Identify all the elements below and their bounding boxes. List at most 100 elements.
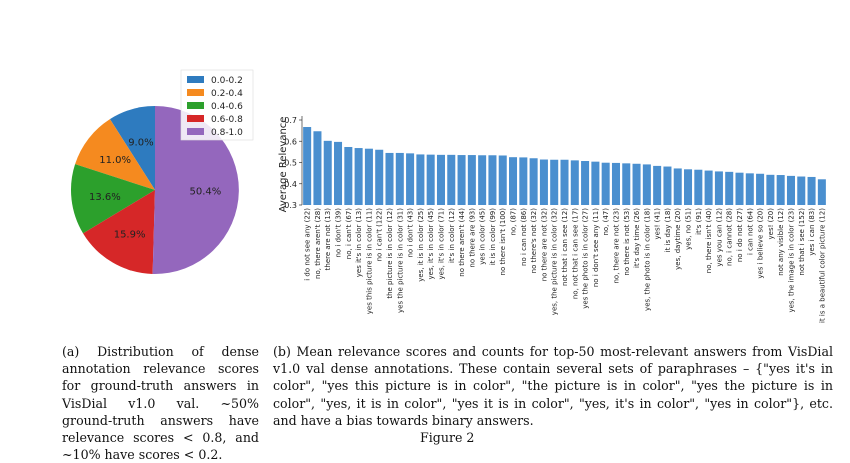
x-tick-label: no, there are not (23) — [612, 208, 620, 284]
x-tick-label: no there isn't (100) — [499, 208, 507, 276]
caption-b: (b) Mean relevance scores and counts for… — [273, 344, 833, 428]
pie-legend: 0.0-0.2 0.2-0.4 0.4-0.6 0.6-0.8 0.8-1.0 — [180, 69, 254, 141]
bar-5 — [354, 148, 363, 205]
bar-25 — [560, 159, 569, 205]
x-tick-label: yes the picture is in color (31) — [396, 208, 404, 313]
bar-45 — [766, 174, 775, 205]
x-tick-label: no i do not (27) — [736, 208, 744, 262]
bar-15 — [457, 155, 466, 205]
x-tick-label: yes! (41) — [654, 208, 662, 240]
pie-slice-label: 50.4% — [190, 187, 222, 198]
x-tick-label: yes, it is in color (25) — [417, 208, 425, 282]
x-tick-label: no, i can't (67) — [345, 208, 353, 259]
x-tick-label: the picture is in color (12) — [386, 208, 394, 299]
x-tick-label: i can not (64) — [746, 208, 754, 255]
x-tick-label: yes i believe so (20) — [757, 208, 765, 279]
y-tick-label: 0.6 — [284, 137, 297, 146]
bar-33 — [642, 164, 651, 205]
x-tick-label: yes in color (45) — [479, 208, 487, 265]
x-tick-label: no i don't see any (11) — [592, 208, 600, 287]
x-tick-label: no i can't (122) — [376, 208, 384, 262]
bar-4 — [344, 146, 353, 205]
x-tick-label: yes, the picture is in color (32) — [551, 208, 559, 315]
x-tick-label: not that i can see (12) — [561, 208, 569, 286]
x-tick-label: yes! (20) — [767, 208, 775, 240]
bar-28 — [591, 161, 600, 205]
x-tick-label: no there are (93) — [468, 208, 476, 268]
bar-26 — [570, 160, 579, 205]
legend-label: 0.8-1.0 — [211, 128, 243, 138]
bar-8 — [385, 152, 394, 205]
x-tick-label: yes, the image is in color (23) — [787, 208, 795, 313]
bar-1 — [313, 131, 322, 205]
bar-0 — [303, 127, 312, 205]
x-tick-label: no, not that i can see (17) — [571, 208, 579, 299]
pie-slice-label: 9.0% — [128, 138, 153, 149]
x-tick-label: yes, it's in color (71) — [437, 208, 445, 280]
bar-44 — [756, 173, 765, 205]
bar-39 — [704, 170, 713, 205]
bar-46 — [776, 175, 785, 205]
x-tick-label: not that i see (152) — [798, 208, 806, 276]
x-tick-label: yes the photo is in color (27) — [582, 208, 590, 309]
bar-34 — [653, 165, 662, 205]
x-tick-label: no, i cannot (28) — [726, 208, 734, 266]
bar-18 — [488, 155, 497, 205]
bar-20 — [509, 157, 518, 205]
x-tick-label: yes you can (12) — [715, 208, 723, 267]
bar-37 — [684, 169, 693, 205]
pie-slice-label: 15.9% — [114, 230, 146, 241]
x-tick-label: no there aren't (44) — [458, 208, 466, 277]
x-tick-label: no i don't (39) — [335, 208, 343, 258]
x-tick-label: yes, the photo is in color (18) — [643, 208, 651, 311]
x-tick-label: no there is not (53) — [623, 208, 631, 276]
bar-40 — [714, 171, 723, 205]
y-tick-label: 0.4 — [284, 180, 297, 189]
x-tick-label: it is day (18) — [664, 208, 672, 252]
bar-48 — [797, 176, 806, 205]
bar-47 — [786, 175, 795, 205]
y-tick-label: 0.7 — [284, 116, 297, 125]
bar-36 — [673, 168, 682, 205]
bar-32 — [632, 163, 641, 205]
legend-swatch — [187, 128, 204, 135]
bar-17 — [478, 155, 487, 205]
x-tick-label: it's in color (12) — [448, 208, 456, 263]
x-tick-label: no, (87) — [510, 208, 518, 236]
x-tick-label: it's (91) — [695, 208, 703, 235]
bar-13 — [436, 154, 445, 205]
x-tick-label: yes it's in color (13) — [355, 208, 363, 278]
y-tick-label: 0.3 — [284, 201, 297, 210]
bar-35 — [663, 166, 672, 205]
bar-30 — [611, 162, 620, 205]
bar-43 — [745, 173, 754, 205]
bar-29 — [601, 162, 610, 205]
figure-label: Figure 2 — [420, 430, 475, 445]
bar-23 — [539, 159, 548, 205]
x-tick-label: no, there aren't (28) — [314, 208, 322, 279]
pie-slice-0.8-1.0 — [152, 106, 239, 274]
x-tick-label: yes, daytime (20) — [674, 208, 682, 270]
legend-label: 0.4-0.6 — [211, 102, 243, 112]
bar-9 — [395, 152, 404, 205]
bar-3 — [334, 141, 343, 205]
pie-slice-0.4-0.6 — [70, 164, 155, 234]
legend-swatch — [187, 115, 204, 122]
bar-31 — [622, 163, 631, 205]
legend-swatch — [187, 89, 204, 96]
bar-11 — [416, 154, 425, 205]
pie-slice-0.0-0.2 — [109, 106, 155, 190]
bar-24 — [550, 159, 559, 205]
bar-19 — [498, 155, 507, 205]
bar-6 — [364, 148, 373, 205]
x-tick-label: it's day time (26) — [633, 208, 641, 268]
legend-label: 0.2-0.4 — [211, 89, 243, 99]
x-tick-label: it is in color (99) — [489, 208, 497, 265]
bar-12 — [426, 154, 435, 205]
x-tick-label: i do not see any (22) — [304, 208, 312, 281]
x-tick-label: there are not (13) — [324, 208, 332, 271]
bar-14 — [447, 154, 456, 205]
legend-swatch — [187, 102, 204, 109]
x-tick-label: yes, it's in color (45) — [427, 208, 435, 280]
